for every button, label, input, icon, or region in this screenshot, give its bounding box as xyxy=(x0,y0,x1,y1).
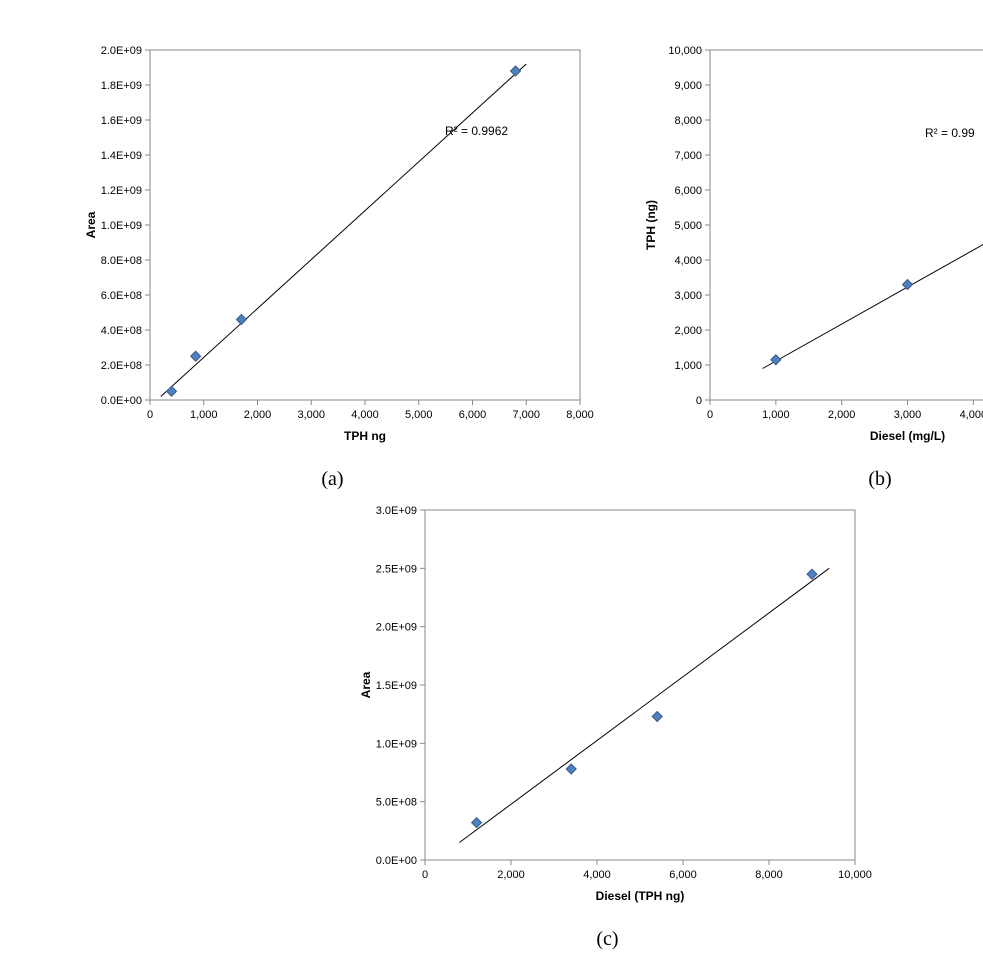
svg-text:6.0E+08: 6.0E+08 xyxy=(101,290,142,302)
svg-text:R² = 0.99: R² = 0.99 xyxy=(925,126,975,140)
svg-text:2,000: 2,000 xyxy=(828,409,856,421)
svg-text:5,000: 5,000 xyxy=(405,409,433,421)
svg-text:8,000: 8,000 xyxy=(566,409,594,421)
svg-text:7,000: 7,000 xyxy=(512,409,540,421)
svg-text:1,000: 1,000 xyxy=(762,409,790,421)
svg-text:3,000: 3,000 xyxy=(894,409,922,421)
svg-text:Area: Area xyxy=(359,671,373,698)
svg-text:6,000: 6,000 xyxy=(674,185,702,197)
svg-text:TPH ng: TPH ng xyxy=(344,429,386,443)
svg-text:0: 0 xyxy=(147,409,153,421)
svg-text:4,000: 4,000 xyxy=(583,869,611,881)
svg-text:1.4E+09: 1.4E+09 xyxy=(101,150,142,162)
svg-text:0.0E+00: 0.0E+00 xyxy=(376,855,417,867)
chart-b-svg: 0 1,000 2,000 3,000 4,000 5,000 6,000 1,000 2,00… xyxy=(635,40,983,460)
svg-text:TPH (ng): TPH (ng) xyxy=(644,200,658,250)
svg-text:5,000: 5,000 xyxy=(674,220,702,232)
svg-text:Diesel (TPH ng): Diesel (TPH ng) xyxy=(596,889,685,903)
chart-b-label: (b) xyxy=(635,468,983,491)
chart-a-label: (a) xyxy=(65,468,600,491)
svg-text:6,000: 6,000 xyxy=(669,869,697,881)
svg-text:2,000: 2,000 xyxy=(244,409,272,421)
svg-text:0: 0 xyxy=(696,395,702,407)
svg-text:10,000: 10,000 xyxy=(668,45,702,57)
svg-text:7,000: 7,000 xyxy=(674,150,702,162)
svg-text:2,000: 2,000 xyxy=(497,869,525,881)
svg-text:Area: Area xyxy=(84,211,98,238)
svg-text:6,000: 6,000 xyxy=(459,409,487,421)
chart-c: 0 2,000 4,000 6,000 8,000 10,000 0.0E+00 5.0E+0… xyxy=(340,500,875,951)
svg-text:1,000: 1,000 xyxy=(190,409,218,421)
svg-text:2.5E+09: 2.5E+09 xyxy=(376,563,417,575)
svg-text:Diesel (mg/L): Diesel (mg/L) xyxy=(870,429,945,443)
svg-text:4,000: 4,000 xyxy=(674,255,702,267)
chart-b: 0 1,000 2,000 3,000 4,000 5,000 6,000 1,000 2,00… xyxy=(635,40,983,491)
svg-text:4,000: 4,000 xyxy=(351,409,379,421)
svg-text:1.8E+09: 1.8E+09 xyxy=(101,80,142,92)
svg-text:1.0E+09: 1.0E+09 xyxy=(101,220,142,232)
svg-text:4,000: 4,000 xyxy=(960,409,983,421)
svg-text:2.0E+09: 2.0E+09 xyxy=(376,622,417,634)
svg-text:1.6E+09: 1.6E+09 xyxy=(101,115,142,127)
svg-text:2.0E+08: 2.0E+08 xyxy=(101,360,142,372)
svg-text:8,000: 8,000 xyxy=(674,115,702,127)
svg-text:1,000: 1,000 xyxy=(674,360,702,372)
chart-a-svg: 0 1,000 2,000 3,000 4,000 5,000 6,000 7,000 8,00… xyxy=(65,40,600,460)
svg-text:5.0E+08: 5.0E+08 xyxy=(376,797,417,809)
chart-a: 0 1,000 2,000 3,000 4,000 5,000 6,000 7,000 8,00… xyxy=(65,40,600,491)
svg-text:9,000: 9,000 xyxy=(674,80,702,92)
svg-text:1.2E+09: 1.2E+09 xyxy=(101,185,142,197)
svg-text:8.0E+08: 8.0E+08 xyxy=(101,255,142,267)
svg-text:0: 0 xyxy=(422,869,428,881)
svg-text:3,000: 3,000 xyxy=(674,290,702,302)
chart-c-svg: 0 2,000 4,000 6,000 8,000 10,000 0.0E+00 5.0E+0… xyxy=(340,500,875,920)
svg-text:R² = 0.9962: R² = 0.9962 xyxy=(445,124,508,138)
chart-c-label: (c) xyxy=(340,928,875,951)
svg-text:3,000: 3,000 xyxy=(297,409,325,421)
svg-text:8,000: 8,000 xyxy=(755,869,783,881)
svg-text:1.5E+09: 1.5E+09 xyxy=(376,680,417,692)
svg-text:0.0E+00: 0.0E+00 xyxy=(101,395,142,407)
svg-text:2.0E+09: 2.0E+09 xyxy=(101,45,142,57)
svg-text:3.0E+09: 3.0E+09 xyxy=(376,505,417,517)
svg-text:10,000: 10,000 xyxy=(838,869,872,881)
svg-text:4.0E+08: 4.0E+08 xyxy=(101,325,142,337)
svg-text:0: 0 xyxy=(707,409,713,421)
svg-text:2,000: 2,000 xyxy=(674,325,702,337)
svg-text:1.0E+09: 1.0E+09 xyxy=(376,738,417,750)
